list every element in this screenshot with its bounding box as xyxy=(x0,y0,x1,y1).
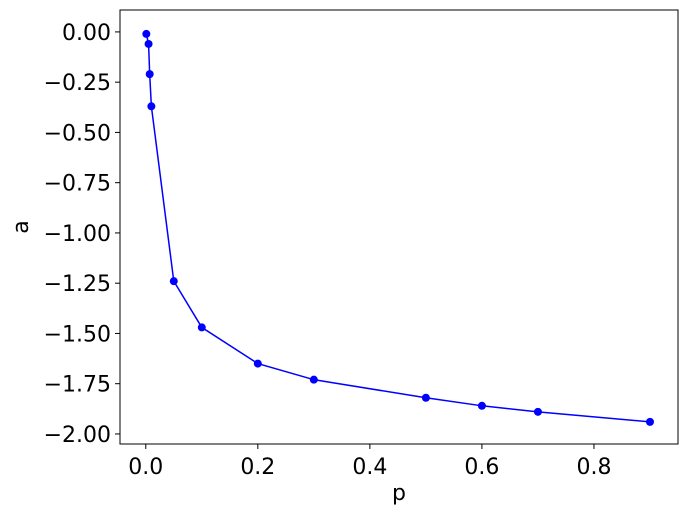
plot-frame xyxy=(119,9,679,445)
y-tick-label: −1.75 xyxy=(44,373,111,398)
y-tick-label: −0.75 xyxy=(44,172,111,197)
y-axis-label: a xyxy=(9,220,34,233)
y-tick-label: 0.00 xyxy=(62,21,111,46)
data-point xyxy=(309,375,318,384)
data-point xyxy=(253,359,262,368)
y-tick-label: −0.50 xyxy=(44,121,111,146)
data-point xyxy=(197,323,206,332)
y-tick-label: −1.50 xyxy=(44,322,111,347)
y-tick-label: −2.00 xyxy=(44,423,111,448)
data-point xyxy=(421,393,430,402)
data-point xyxy=(477,401,486,410)
data-point xyxy=(142,29,151,38)
y-tick-label: −1.00 xyxy=(44,222,111,247)
data-line xyxy=(145,33,651,423)
x-axis-label: p xyxy=(392,481,406,506)
x-tick-label: 0.8 xyxy=(576,455,611,480)
y-tick-label: −0.25 xyxy=(44,71,111,96)
data-point xyxy=(169,277,178,286)
data-point xyxy=(533,407,542,416)
x-tick-label: 0.0 xyxy=(128,455,163,480)
data-point xyxy=(645,417,654,426)
data-point xyxy=(147,102,156,111)
data-point xyxy=(144,39,153,48)
y-tick-label: −1.25 xyxy=(44,272,111,297)
x-tick-label: 0.4 xyxy=(352,455,387,480)
x-tick-label: 0.6 xyxy=(464,455,499,480)
x-tick-label: 0.2 xyxy=(240,455,275,480)
data-point xyxy=(145,70,154,79)
